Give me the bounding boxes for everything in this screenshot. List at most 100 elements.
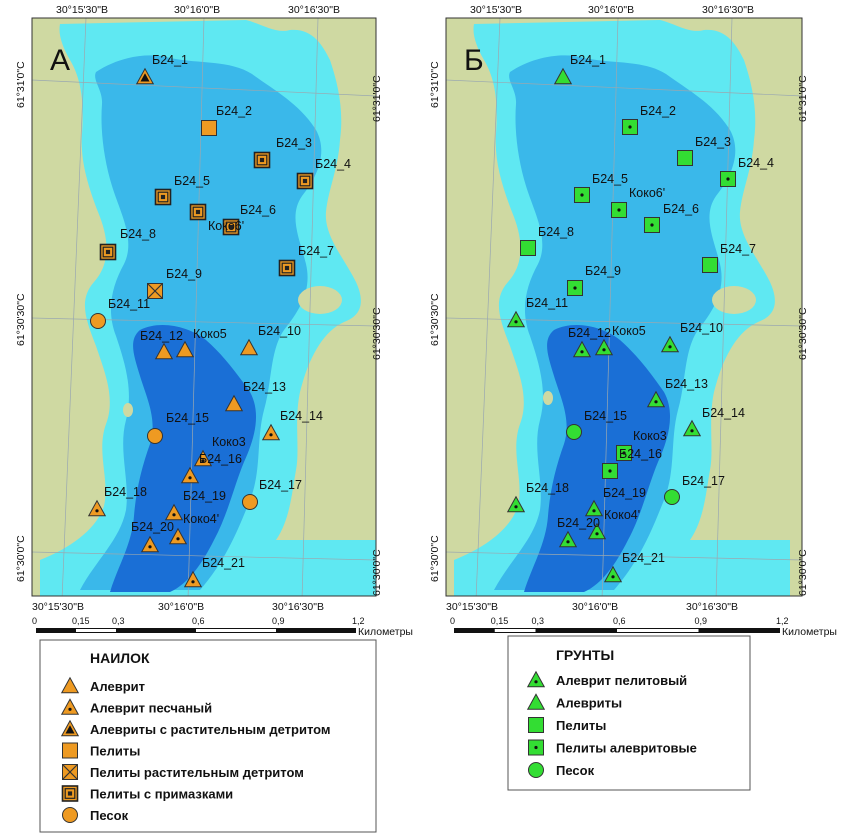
legend-item: Алевриты с растительным детритом (60, 719, 331, 737)
legend-item-label: Алеврит (90, 679, 145, 694)
coordinate-labels: 30°15'30"В 30°16'0"В 30°16'30"В 30°15'30"В 3… (15, 4, 383, 613)
scale-tick-label: 0,3 (532, 616, 545, 626)
station-label: Б24_8 (120, 227, 156, 241)
longitude-label: 30°15'30"В (56, 4, 108, 16)
latitude-label: 61°30'0"С (15, 535, 27, 582)
station-label: Б24_3 (695, 135, 731, 149)
longitude-label: 30°16'0"В (174, 4, 220, 16)
station-label: Коко6' (629, 186, 665, 200)
station-label: Б24_18 (526, 481, 569, 495)
station-б24-2-marker (622, 119, 638, 135)
legend-item-label: Пелиты (556, 718, 606, 733)
legend-item: Алеврит песчаный (60, 698, 212, 716)
longitude-label: 30°15'30"В (470, 4, 522, 16)
latitude-label: 61°31'0"С (429, 61, 441, 108)
legend-item-label: Пелиты (90, 744, 140, 759)
station-label: Б24_9 (585, 264, 621, 278)
station-б24-5-marker (154, 188, 172, 206)
station-б24-14-marker (682, 419, 702, 437)
station-б24-4-marker (720, 171, 736, 187)
station-label: Б24_4 (315, 157, 351, 171)
legend-item: Алеврит (60, 676, 145, 694)
legend-item: Алевриты (526, 693, 622, 711)
station-коко4--marker (587, 522, 607, 540)
longitude-label: 30°15'30"В (32, 601, 84, 613)
station-label: Б24_6 (663, 202, 699, 216)
scale-unit: Километры (782, 626, 837, 638)
station-б24-21-marker (183, 570, 203, 588)
station-label: Б24_6 (240, 203, 276, 217)
station-label: Б24_14 (702, 406, 745, 420)
station-label: Коко4' (183, 512, 219, 526)
station-б24-7-marker (702, 257, 718, 273)
station-label: Б24_11 (108, 297, 150, 311)
station-label: Б24_2 (640, 104, 676, 118)
station-коко6--marker (611, 202, 627, 218)
station-label: Б24_8 (538, 225, 574, 239)
latitude-label: 61°31'0"С (371, 75, 383, 122)
longitude-label: 30°16'30"В (288, 4, 340, 16)
scale-tick-label: 1,2 (776, 616, 789, 626)
panel-letter: А (50, 44, 70, 77)
station-б24-19-marker (164, 503, 184, 521)
station-коко4--marker (168, 527, 188, 545)
station-label: Б24_16 (619, 447, 662, 461)
scale-tick-label: 0,15 (491, 616, 509, 626)
scale-tick-label: 0 (32, 616, 37, 626)
legend-a: НАИЛОК Алеврит Алеврит песчаный Алевриты с… (39, 639, 377, 833)
station-label: Б24_7 (298, 244, 334, 258)
legend-item-label: Алевриты (556, 696, 622, 711)
station-label: Коко4' (604, 508, 640, 522)
station-б24-6-marker (644, 217, 660, 233)
station-б24-7-marker (278, 259, 296, 277)
legend-item: Пелиты с примазками (61, 785, 233, 802)
station-б24-1-marker (553, 67, 573, 85)
coordinate-labels: 30°15'30"В 30°16'0"В 30°16'30"В 30°15'30"В 3… (429, 4, 809, 613)
station-label: Б24_5 (592, 172, 628, 186)
station-б24-13-marker (646, 390, 666, 408)
graticule (32, 18, 376, 596)
latitude-label: 61°30'30"С (797, 307, 809, 360)
station-label: Коко5 (193, 327, 227, 341)
station-б24-3-marker (677, 150, 693, 166)
legend-item: Пелиты растительным детритом (62, 764, 304, 780)
scale-tick-label: 0,15 (72, 616, 90, 626)
longitude-label: 30°16'30"В (686, 601, 738, 613)
panel-a: А Б24_1Б24_2Б24_3Б24_4Б24_5Б24_6Коко6'Б2… (15, 4, 413, 638)
station-б24-1-marker (135, 67, 155, 85)
station-label: Б24_17 (259, 478, 302, 492)
station-label: Б24_4 (738, 156, 774, 170)
legend-item: Пелиты (62, 742, 140, 759)
scale-unit: Километры (358, 626, 413, 638)
station-коко6--marker (222, 218, 240, 236)
panel-letter: Б (464, 44, 484, 77)
station-б24-9-marker (567, 280, 583, 296)
station-label: Б24_17 (682, 474, 725, 488)
station-б24-8-marker (99, 243, 117, 261)
latitude-label: 61°30'0"С (429, 535, 441, 582)
scale-tick-label: 0,9 (695, 616, 708, 626)
legend-item: Алеврит пелитовый (526, 670, 687, 688)
scale-tick-label: 0 (450, 616, 455, 626)
station-б24-5-marker (574, 187, 590, 203)
station-label: Б24_12 (568, 326, 611, 340)
station-label: Б24_21 (202, 556, 245, 570)
latitude-label: 61°30'30"С (371, 307, 383, 360)
latitude-label: 61°30'0"С (371, 549, 383, 596)
legend-item: Песок (528, 762, 595, 778)
station-б24-17-marker (664, 489, 680, 505)
station-б24-10-marker (660, 335, 680, 353)
legend-item-label: Алеврит пелитовый (556, 673, 687, 688)
station-label: Б24_10 (258, 324, 301, 338)
station-label: Б24_15 (584, 409, 627, 423)
station-label: Б24_1 (570, 53, 606, 67)
longitude-label: 30°15'30"В (446, 601, 498, 613)
station-label: Б24_2 (216, 104, 252, 118)
station-label: Б24_3 (276, 136, 312, 150)
station-label: Б24_12 (140, 329, 183, 343)
lake-water (40, 20, 376, 596)
station-б24-18-marker (506, 495, 526, 513)
